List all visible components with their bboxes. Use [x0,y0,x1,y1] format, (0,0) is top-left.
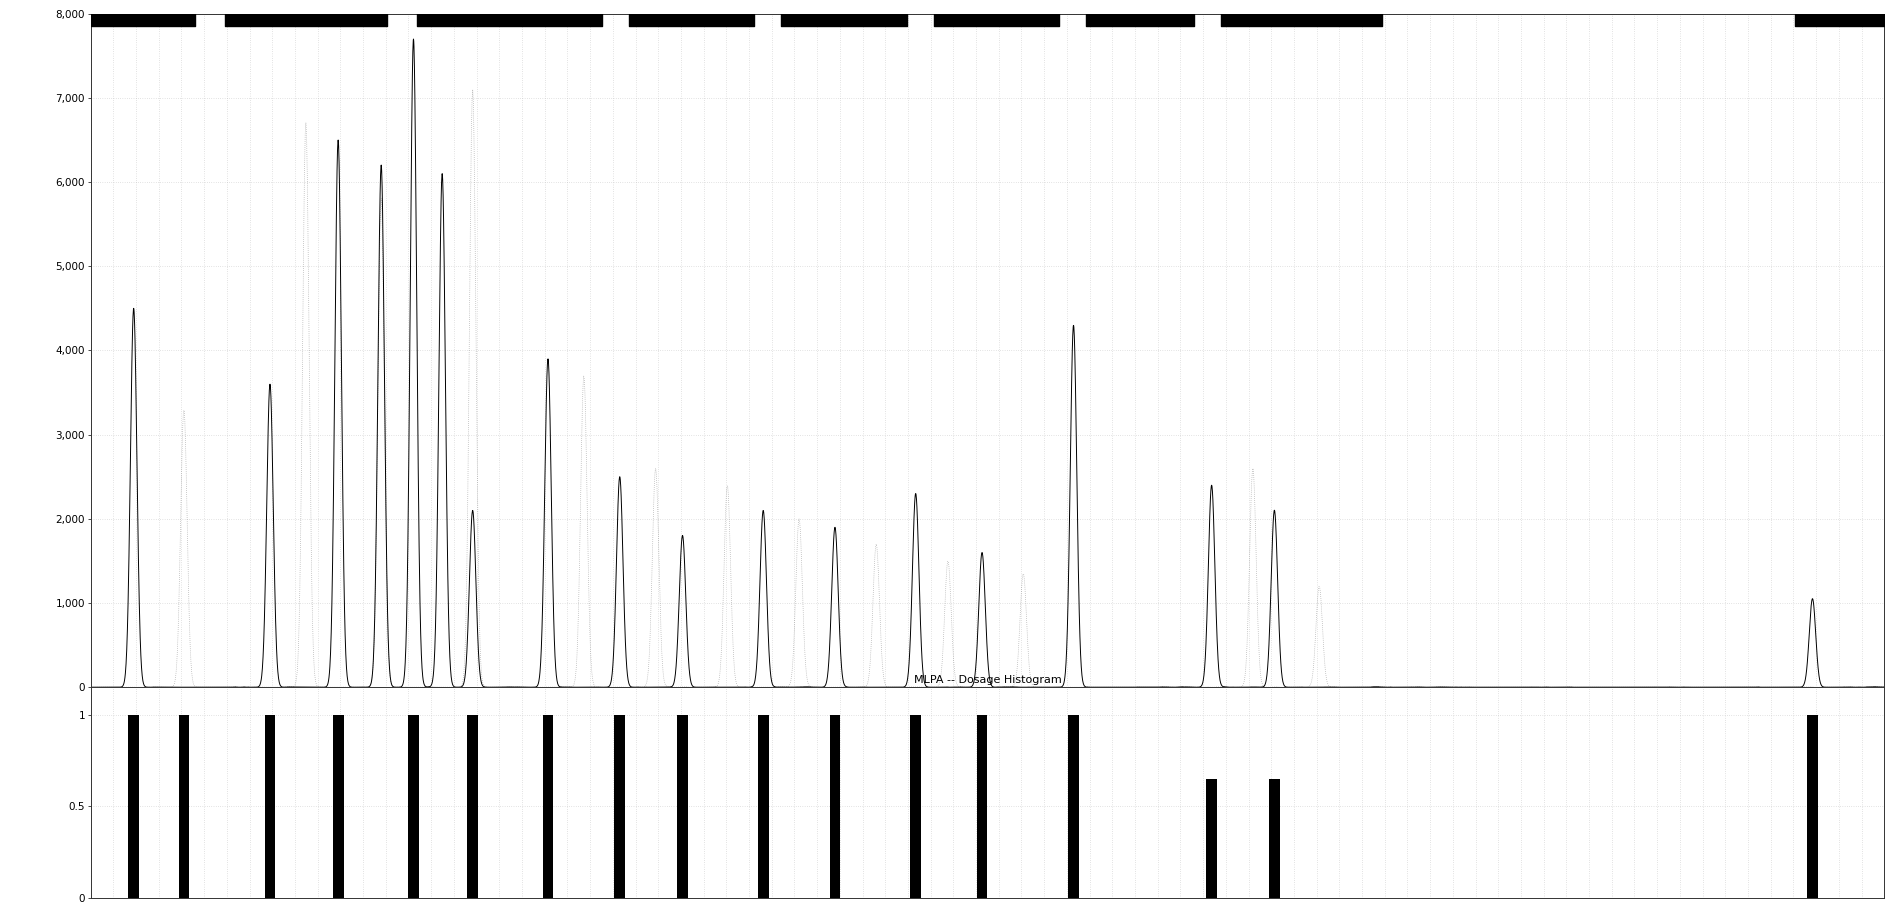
Bar [1206,779,1218,898]
Bar [1807,714,1818,898]
Text: CLTCL1-103: CLTCL1-103 [313,758,362,767]
Text: ZNF74-190: ZNF74-190 [1790,725,1835,734]
Text: OCA2-122: OCA2-122 [598,725,640,734]
Bar [910,714,921,898]
Bar [829,714,840,898]
Text: ChrY-92: ChrY-92 [117,725,149,734]
Text: 111.3: 111.3 [461,725,485,734]
Text: GABRB3-158: GABRB3-158 [1248,758,1301,767]
Text: STX1A-134: STX1A-134 [812,758,857,767]
Bar [408,714,419,898]
Text: MECP2-138: MECP2-138 [891,725,940,734]
Text: UBE3A-154: UBE3A-154 [1188,725,1235,734]
Bar [179,714,189,898]
Text: KLF13-126: KLF13-126 [661,758,704,767]
Text: HIRA-118: HIRA-118 [529,758,568,767]
Title: MLPA -- Dosage Histogram: MLPA -- Dosage Histogram [914,675,1061,685]
Bar [614,714,625,898]
Text: TBX1-146: TBX1-146 [1054,725,1093,734]
Bar [468,714,478,898]
Text: SNAP29-130: SNAP29-130 [738,725,789,734]
Text: NDN-107: NDN-107 [395,725,432,734]
Text: LIMK1-142: LIMK1-142 [961,758,1004,767]
Bar [542,714,553,898]
Bar [976,714,987,898]
Text: FKBP8-99: FKBP8-99 [249,725,291,734]
Text: ChrX-95: ChrX-95 [166,758,200,767]
Bar [332,714,344,898]
Bar [757,714,768,898]
Bar [1069,714,1078,898]
Bar [128,714,140,898]
Bar [1269,779,1280,898]
Bar [264,714,276,898]
Bar [678,714,687,898]
Text: TRPM1-110: TRPM1-110 [419,795,466,804]
